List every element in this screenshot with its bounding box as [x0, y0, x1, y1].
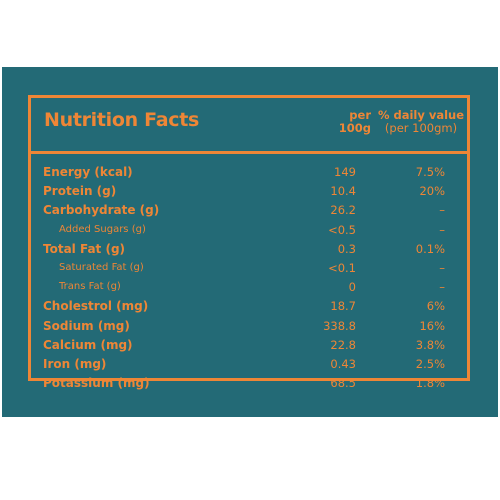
nutrient-value: <0.1: [328, 261, 356, 275]
nutrient-label: Total Fat (g): [43, 241, 126, 256]
nutrient-label: Energy (kcal): [43, 165, 133, 179]
nutrient-daily-value: 20%: [419, 184, 445, 199]
nutrition-card: Nutrition Facts per 100g % daily value (…: [2, 67, 498, 417]
nutrient-value: 10.4: [330, 184, 356, 199]
nutrient-row: Iron (mg) 0.43 2.5%: [31, 356, 467, 372]
nutrient-value: <0.5: [328, 222, 356, 237]
nutrient-label: Iron (mg): [43, 357, 107, 371]
nutrient-daily-value: –: [439, 222, 445, 237]
nutrient-row: Carbohydrate (g) 26.2 –: [31, 202, 467, 218]
nutrient-value: 0.43: [330, 357, 356, 371]
nutrient-label: Added Sugars (g): [59, 223, 146, 235]
nutrient-daily-value: 16%: [419, 318, 445, 333]
nutrient-label: Protein (g): [43, 184, 117, 199]
nutrient-daily-value: 6%: [426, 299, 445, 314]
nutrient-value: 22.8: [330, 337, 356, 352]
nutrient-daily-value: 2.5%: [415, 357, 445, 371]
nutrient-label: Cholestrol (mg): [43, 299, 149, 314]
nutrient-row: Trans Fat (g) 0 –: [31, 279, 467, 295]
nutrient-label: Calcium (mg): [43, 337, 133, 352]
per-100g-header: per 100g: [321, 109, 371, 135]
nutrient-value: 68.5: [330, 376, 356, 391]
nutrient-row: Added Sugars (g) <0.5 –: [31, 222, 467, 238]
header-divider: [31, 151, 467, 154]
nutrient-daily-value: 3.8%: [415, 337, 445, 352]
nutrient-row: Total Fat (g) 0.3 0.1%: [31, 241, 467, 257]
nutrient-row: Cholestrol (mg) 18.7 6%: [31, 298, 467, 314]
nutrient-value: 0: [348, 280, 356, 295]
nutrient-row: Energy (kcal) 149 7.5%: [31, 164, 467, 180]
nutrition-title: Nutrition Facts: [44, 109, 200, 131]
dv-header-line2: (per 100gm): [384, 121, 458, 135]
nutrient-row: Sodium (mg) 338.8 16%: [31, 318, 467, 334]
nutrient-value: 26.2: [330, 203, 356, 218]
nutrient-value: 338.8: [323, 318, 356, 333]
nutrient-label: Potassium (mg): [43, 376, 150, 391]
nutrient-value: 149: [334, 165, 356, 179]
daily-value-header: % daily value (per 100gm): [376, 109, 466, 135]
dv-header-line1: % daily value: [377, 108, 465, 122]
nutrient-row: Potassium (mg) 68.5 1.8%: [31, 375, 467, 391]
nutrient-label: Saturated Fat (g): [59, 262, 144, 273]
nutrient-daily-value: –: [439, 280, 445, 295]
nutrient-daily-value: 7.5%: [415, 165, 445, 179]
nutrient-daily-value: –: [439, 203, 445, 218]
nutrient-label: Sodium (mg): [43, 318, 130, 333]
nutrient-row: Saturated Fat (g) <0.1 –: [31, 260, 467, 276]
per-header-line1: per: [349, 108, 371, 122]
nutrition-panel: Nutrition Facts per 100g % daily value (…: [28, 95, 470, 390]
per-header-line2: 100g: [338, 121, 371, 135]
nutrient-daily-value: 0.1%: [415, 241, 445, 256]
nutrient-value: 0.3: [337, 241, 356, 256]
nutrient-label: Carbohydrate (g): [43, 203, 160, 218]
nutrient-daily-value: 1.8%: [415, 376, 445, 391]
nutrient-value: 18.7: [330, 299, 356, 314]
nutrient-label: Trans Fat (g): [59, 281, 121, 293]
nutrient-daily-value: –: [439, 261, 445, 275]
nutrient-row: Calcium (mg) 22.8 3.8%: [31, 337, 467, 353]
nutrient-row: Protein (g) 10.4 20%: [31, 183, 467, 199]
